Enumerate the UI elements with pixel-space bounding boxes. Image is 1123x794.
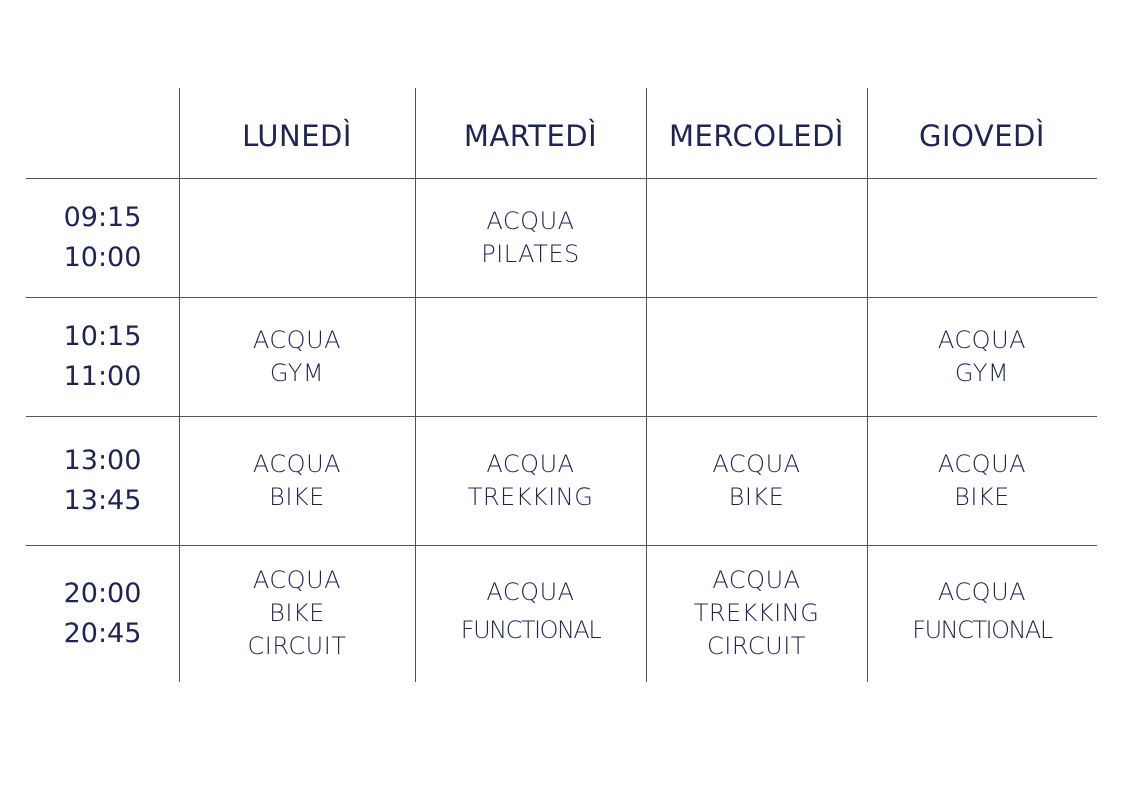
class-cell: ACQUA GYM [179, 297, 415, 416]
day-header: GIOVEDÌ [867, 88, 1097, 178]
column-divider [867, 88, 868, 682]
class-cell: ACQUA BIKE CIRCUIT [179, 545, 415, 682]
row-divider [26, 297, 1097, 298]
end-time: 20:45 [63, 617, 142, 649]
row-divider [26, 545, 1097, 546]
class-cell: ACQUA FUNCTIONAL [867, 545, 1097, 682]
class-label: ACQUA [937, 578, 1027, 606]
class-label: BIKE [728, 482, 785, 511]
class-label: TREKKING [467, 482, 594, 511]
class-cell: ACQUA TREKKING CIRCUIT [646, 545, 867, 682]
row-divider [26, 416, 1097, 417]
class-cell [867, 178, 1097, 297]
time-cell: 09:15 10:00 [26, 178, 179, 297]
class-label: ACQUA [712, 449, 801, 478]
class-label: TREKKING [693, 599, 820, 627]
class-label: ACQUA [252, 325, 342, 354]
class-label: BIKE [269, 482, 325, 511]
class-label: ACQUA [712, 566, 801, 594]
class-label: ACQUA [486, 578, 575, 606]
class-label: ACQUA [252, 449, 342, 478]
class-label: CIRCUIT [707, 632, 806, 660]
class-cell [179, 178, 415, 297]
class-cell: ACQUA BIKE [867, 416, 1097, 545]
start-time: 09:15 [63, 201, 142, 233]
start-time: 13:00 [63, 444, 142, 476]
class-label: ACQUA [937, 449, 1027, 478]
end-time: 10:00 [63, 241, 142, 273]
class-cell: ACQUA BIKE [646, 416, 867, 545]
class-label: GYM [954, 358, 1010, 387]
class-label: PILATES [481, 239, 580, 268]
class-cell [646, 297, 867, 416]
class-cell: ACQUA GYM [867, 297, 1097, 416]
end-time: 11:00 [63, 360, 142, 392]
class-label: FUNCTIONAL [912, 616, 1053, 644]
column-divider [646, 88, 647, 682]
class-label: ACQUA [486, 206, 575, 235]
class-cell [646, 178, 867, 297]
day-label: GIOVEDÌ [919, 119, 1045, 153]
class-label: BIKE [954, 482, 1010, 511]
end-time: 13:45 [63, 484, 142, 516]
class-cell: ACQUA TREKKING [415, 416, 646, 545]
start-time: 10:15 [63, 320, 142, 352]
class-cell [415, 297, 646, 416]
class-label: CIRCUIT [247, 632, 347, 660]
day-header: MERCOLEDÌ [646, 88, 867, 178]
class-label: ACQUA [252, 566, 342, 594]
day-label: LUNEDÌ [242, 119, 352, 153]
time-cell: 20:00 20:45 [26, 545, 179, 682]
start-time: 20:00 [63, 577, 142, 609]
class-label: ACQUA [486, 449, 575, 478]
class-label: GYM [269, 358, 325, 387]
row-divider [26, 178, 1097, 179]
day-header: LUNEDÌ [179, 88, 415, 178]
class-cell: ACQUA FUNCTIONAL [415, 545, 646, 682]
class-label: ACQUA [937, 325, 1027, 354]
day-header: MARTEDÌ [415, 88, 646, 178]
time-cell: 10:15 11:00 [26, 297, 179, 416]
class-label: FUNCTIONAL [460, 616, 602, 644]
day-label: MERCOLEDÌ [669, 119, 844, 153]
class-cell: ACQUA PILATES [415, 178, 646, 297]
day-label: MARTEDÌ [463, 119, 598, 153]
time-cell: 13:00 13:45 [26, 416, 179, 545]
class-label: BIKE [269, 599, 325, 627]
column-divider [415, 88, 416, 682]
class-cell: ACQUA BIKE [179, 416, 415, 545]
column-divider [179, 88, 180, 682]
